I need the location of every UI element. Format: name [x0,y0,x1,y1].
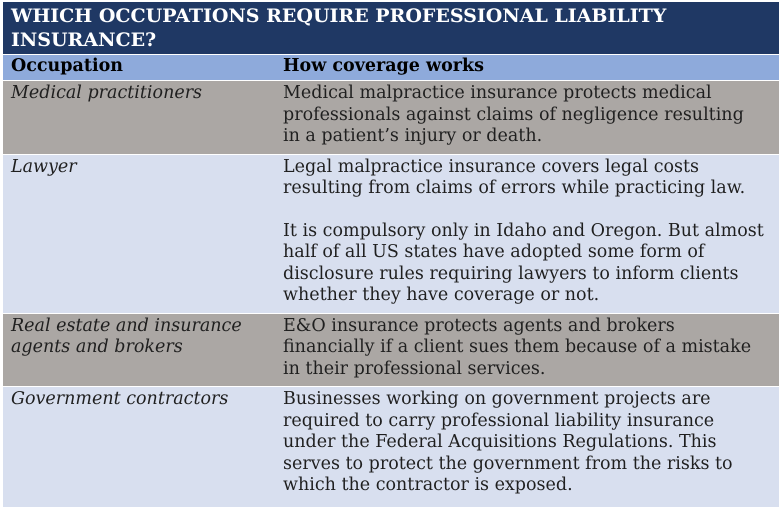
coverage-paragraph: Businesses working on government project… [283,389,733,495]
occupation-cell: Government contractors [11,389,229,409]
table-row-government-contractors: Government contractors Businesses workin… [3,386,779,507]
coverage-paragraph: Legal malpractice insurance covers legal… [283,156,746,199]
column-header-row: Occupation How coverage works [3,54,779,80]
table-row-medical-practitioners: Medical practitioners Medical malpractic… [3,80,779,154]
table-title: WHICH OCCUPATIONS REQUIRE PROFESSIONAL L… [11,5,667,51]
coverage-cell: Businesses working on government project… [283,387,779,507]
occupation-cell: Real estate and insurance agents and bro… [11,315,242,358]
table-row-real-estate-insurance-agents: Real estate and insurance agents and bro… [3,312,779,387]
table-row-lawyer: Lawyer Legal malpractice insurance cover… [3,153,779,313]
column-header-coverage: How coverage works [283,56,484,76]
occupation-cell: Lawyer [11,156,77,177]
occupation-cell: Medical practitioners [11,83,203,103]
coverage-cell: Legal malpractice insurance covers legal… [283,155,779,313]
coverage-paragraph: Medical malpractice insurance protects m… [283,83,744,146]
coverage-paragraph: E&O insurance protects agents and broker… [283,315,752,379]
coverage-cell: Medical malpractice insurance protects m… [283,81,779,154]
coverage-paragraph: It is compulsory only in Idaho and Orego… [283,220,764,306]
coverage-cell: E&O insurance protects agents and broker… [283,314,779,387]
column-header-occupation: Occupation [11,56,123,76]
table-title-bar: WHICH OCCUPATIONS REQUIRE PROFESSIONAL L… [3,2,779,54]
